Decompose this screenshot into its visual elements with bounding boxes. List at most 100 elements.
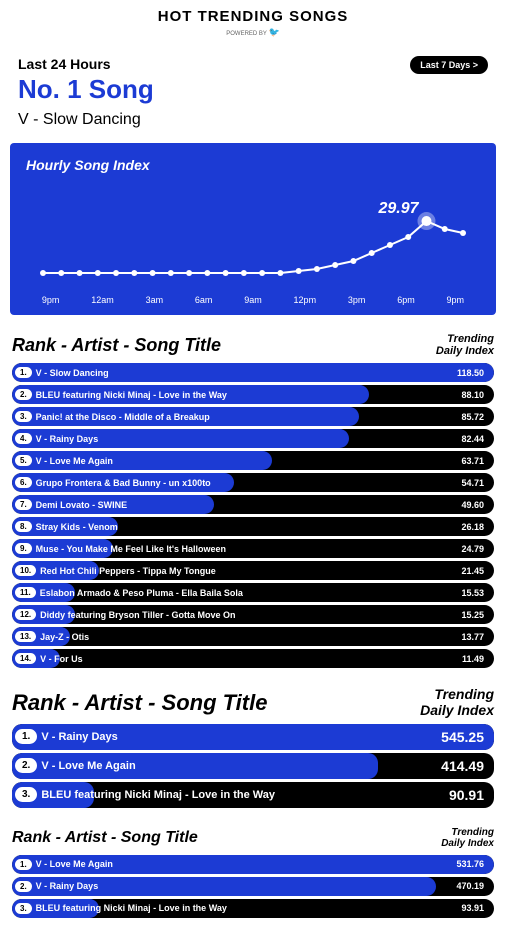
rank-badge: 1. [15,367,32,378]
song-title: BLEU featuring Nicki Minaj - Love in the… [36,903,227,913]
ranking-section-1: Rank - Artist - Song Title TrendingDaily… [0,327,506,681]
rows-2: 1.V - Rainy Days545.252.V - Love Me Agai… [12,724,494,808]
daily-index: 26.18 [461,522,484,532]
table-row[interactable]: 11.Eslabon Armado & Peso Pluma - Ella Ba… [12,583,494,602]
table-row[interactable]: 3. BLEU featuring Nicki Minaj - Love in t… [12,782,494,808]
table-row[interactable]: 13. Jay-Z - Otis 13.77 [12,627,494,646]
ranking-section-2: Rank - Artist - Song Title TrendingDaily… [0,681,506,821]
table-row[interactable]: 2.V - Love Me Again414.49 [12,753,494,779]
table-row[interactable]: 1. V - Rainy Days 545.25 [12,724,494,750]
song-title: Panic! at the Disco - Middle of a Breaku… [36,412,210,422]
daily-index: 531.76 [456,859,484,869]
trend-title: TrendingDaily Index [441,827,494,849]
x-tick: 6am [195,295,213,305]
summary-panel: Last 24 Hours Last 7 Days > No. 1 Song V… [0,48,506,133]
hourly-chart: Hourly Song Index 29.97 9pm 12am 3am 6am 9am… [10,143,496,315]
rank-badge: 10. [15,565,36,576]
daily-index: 82.44 [461,434,484,444]
rank-badge: 3. [15,411,32,422]
rank-badge: 1. [15,729,37,744]
song-title: Eslabon Armado & Peso Pluma - Ella Baila… [40,588,243,598]
daily-index: 15.25 [461,610,484,620]
table-row[interactable]: 3. BLEU featuring Nicki Minaj - Love in t… [12,899,494,918]
rank-badge: 1. [15,859,32,870]
rank-badge: 3. [15,787,37,802]
chart-svg: 29.97 [26,181,480,291]
rank-badge: 12. [15,609,36,620]
x-tick: 9am [244,295,262,305]
chart-title: Hourly Song Index [26,157,480,173]
song-title: V - Love Me Again [36,456,113,466]
table-row[interactable]: 5. V - Love Me Again 63.71 [12,451,494,470]
table-row[interactable]: 8. Stray Kids - Venom 26.18 [12,517,494,536]
table-row[interactable]: 2. BLEU featuring Nicki Minaj - Love in t… [12,385,494,404]
rank-title: Rank - Artist - Song Title [12,829,198,847]
table-row[interactable]: 6. Grupo Frontera & Bad Bunny - un x100to… [12,473,494,492]
twitter-icon: 🐦 [269,27,280,37]
table-row[interactable]: 1.V - Love Me Again531.76 [12,855,494,874]
daily-index: 21.45 [461,566,484,576]
trend-title: TrendingDaily Index [436,333,494,357]
table-row[interactable]: 10. Red Hot Chili Peppers - Tippa My Tong… [12,561,494,580]
rank-badge: 14. [15,653,36,664]
table-row[interactable]: 3. Panic! at the Disco - Middle of a Brea… [12,407,494,426]
song-title: V - Rainy Days [41,731,117,743]
song-title: BLEU featuring Nicki Minaj - Love in the… [36,390,227,400]
daily-index: 90.91 [449,787,484,803]
daily-index: 470.19 [456,881,484,891]
song-title: Jay-Z - Otis [40,632,89,642]
daily-index: 49.60 [461,500,484,510]
daily-index: 414.49 [441,758,484,774]
last-7-days-button[interactable]: Last 7 Days > [410,56,488,74]
table-row[interactable]: 14.V - For Us11.49 [12,649,494,668]
song-title: V - Love Me Again [41,760,135,772]
daily-index: 11.49 [462,654,484,664]
x-tick: 9pm [42,295,60,305]
daily-index: 545.25 [441,729,484,745]
rank-badge: 7. [15,499,32,510]
song-title: Grupo Frontera & Bad Bunny - un x100to [36,478,211,488]
x-tick: 3am [146,295,164,305]
song-title: V - Slow Dancing [36,368,109,378]
rank-title: Rank - Artist - Song Title [12,335,221,356]
table-row[interactable]: 7. Demi Lovato - SWINE 49.60 [12,495,494,514]
top-song-name: V - Slow Dancing [18,111,488,129]
song-title: BLEU featuring Nicki Minaj - Love in the… [41,789,275,801]
song-title: Muse - You Make Me Feel Like It's Hallow… [36,544,226,554]
rank-badge: 2. [15,881,32,892]
song-title: Red Hot Chili Peppers - Tippa My Tongue [40,566,216,576]
song-title: Diddy featuring Bryson Tiller - Gotta Mo… [40,610,235,620]
daily-index: 13.77 [461,632,484,642]
table-row[interactable]: 1.V - Slow Dancing118.50 [12,363,494,382]
rank-badge: 13. [15,631,36,642]
rank-badge: 5. [15,455,32,466]
svg-text:29.97: 29.97 [377,200,419,217]
daily-index: 63.71 [461,456,484,466]
ranking-section-3: Rank - Artist - Song Title TrendingDaily… [0,821,506,931]
x-tick: 6pm [397,295,415,305]
rank-title: Rank - Artist - Song Title [12,690,267,716]
powered-by: POWERED BY 🐦 [0,27,506,38]
table-row[interactable]: 2. V - Rainy Days 470.19 [12,877,494,896]
song-title: Demi Lovato - SWINE [36,500,128,510]
daily-index: 24.79 [461,544,484,554]
rank-badge: 9. [15,543,32,554]
song-title: Stray Kids - Venom [36,522,118,532]
table-row[interactable]: 12. Diddy featuring Bryson Tiller - Gotta… [12,605,494,624]
rank-badge: 6. [15,477,32,488]
rank-badge: 3. [15,903,32,914]
daily-index: 15.53 [461,588,484,598]
rank-badge: 2. [15,389,32,400]
table-row[interactable]: 9. Muse - You Make Me Feel Like It's Hall… [12,539,494,558]
x-tick: 12am [91,295,114,305]
daily-index: 88.10 [461,390,484,400]
daily-index: 85.72 [461,412,484,422]
rows-1: 1.V - Slow Dancing118.502.BLEU featuring… [12,363,494,668]
rows-3: 1.V - Love Me Again531.76 2. V - Rainy Day… [12,855,494,918]
daily-index: 93.91 [461,903,484,913]
rank-badge: 4. [15,433,32,444]
song-title: V - Rainy Days [36,881,99,891]
table-row[interactable]: 4.V - Rainy Days82.44 [12,429,494,448]
x-tick: 3pm [348,295,366,305]
rank-badge: 8. [15,521,32,532]
